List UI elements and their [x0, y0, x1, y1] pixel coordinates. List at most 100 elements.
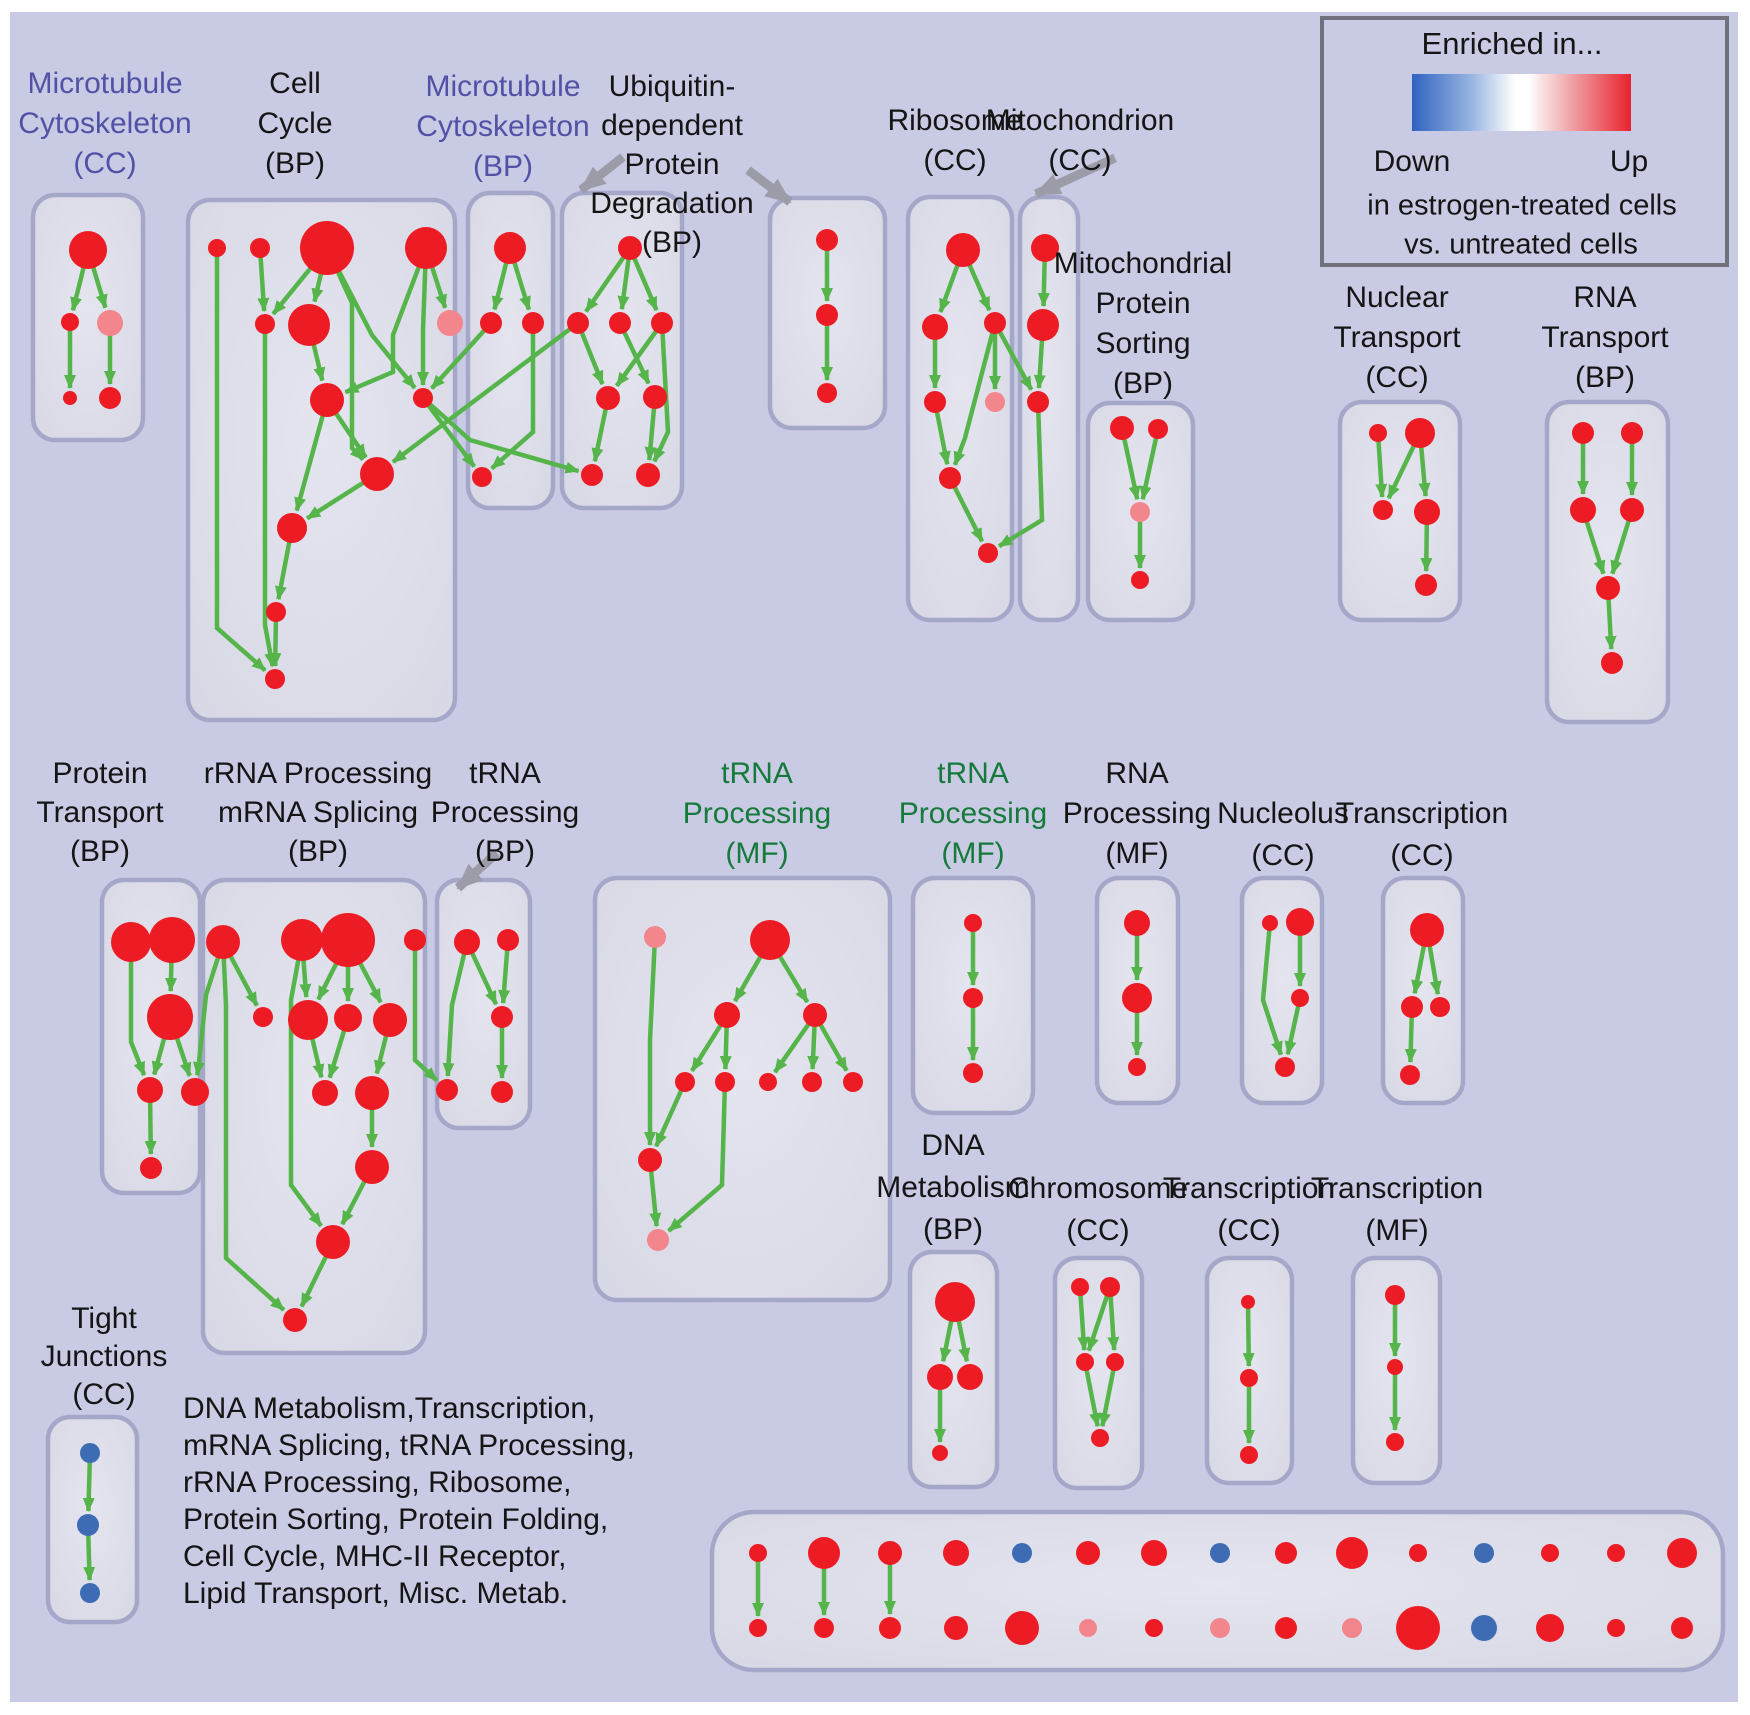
category-label-3-line-3: Degradation [590, 187, 753, 220]
go-term-node-bt0 [749, 1544, 767, 1562]
relation-arrow-s1-sp [1119, 427, 1141, 501]
go-term-node-o4 [1275, 1057, 1295, 1077]
relation-arrow-h2-h3 [1086, 1286, 1113, 1352]
category-box-trans_cc1 [1380, 875, 1466, 1106]
go-term-node-c3 [300, 221, 354, 275]
category-label-2-line-0: Microtubule [425, 70, 580, 103]
category-label-0-line-2: (CC) [73, 147, 136, 180]
annotation-text-line-3: Protein Sorting, Protein Folding, [183, 1503, 608, 1536]
go-term-node-bb11 [1471, 1615, 1497, 1641]
category-label-17-line-1: Metabolism [876, 1171, 1029, 1204]
go-term-node-m3 [522, 312, 544, 334]
go-term-node-f8 [802, 1072, 822, 1092]
go-term-node-d1 [935, 1282, 975, 1322]
category-label-8-line-0: RNA [1573, 281, 1636, 314]
relation-arrow-o3-o4 [1284, 997, 1303, 1056]
annotation-text-line-0: DNA Metabolism,Transcription, [183, 1392, 595, 1425]
category-label-17-line-0: DNA [921, 1129, 984, 1162]
go-term-node-t2 [1027, 309, 1059, 341]
category-box-rna_trans [1544, 399, 1671, 725]
relation-arrow-t3-r6 [997, 401, 1045, 549]
go-term-node-rr8 [373, 1003, 407, 1037]
go-term-node-o1 [1262, 915, 1278, 931]
category-label-20-line-0: Transcription [1311, 1172, 1483, 1205]
relation-arrow-c4-c14 [417, 247, 429, 386]
relation-arrow-h2-h4 [1107, 1286, 1120, 1352]
category-label-9-line-1: Transport [36, 796, 164, 829]
go-term-node-bb12 [1536, 1614, 1564, 1642]
go-term-node-bb6 [1145, 1619, 1163, 1637]
go-term-node-h5 [1091, 1429, 1109, 1447]
go-term-node-bt6 [1141, 1540, 1167, 1566]
go-term-node-f10 [638, 1148, 662, 1172]
go-term-node-bb2 [879, 1617, 901, 1639]
relation-arrow-h3-h5 [1082, 1361, 1102, 1428]
relation-arrow-u4-u5 [614, 321, 664, 388]
go-term-node-bb3 [944, 1616, 968, 1640]
go-term-node-s2 [1148, 419, 1168, 439]
category-label-13-line-2: (MF) [941, 837, 1004, 870]
go-term-node-u8 [636, 463, 660, 487]
go-term-node-h4 [1106, 1353, 1124, 1371]
go-term-node-bt10 [1409, 1544, 1427, 1562]
go-term-node-bb0 [749, 1619, 767, 1637]
go-term-node-f11 [647, 1229, 669, 1251]
go-term-node-c7 [288, 304, 330, 346]
go-term-node-bb10 [1396, 1606, 1440, 1650]
callout-arrow-1 [745, 166, 793, 206]
category-box-cell_cycle [185, 197, 458, 723]
category-label-0-line-1: Cytoskeleton [18, 107, 191, 140]
go-term-node-rr1 [206, 925, 240, 959]
go-term-node-v1 [1369, 424, 1387, 442]
category-label-12-line-1: Processing [683, 797, 831, 830]
legend-title: Enriched in... [1422, 26, 1603, 61]
go-term-node-c9 [310, 383, 344, 417]
go-term-node-h1 [1071, 1278, 1089, 1296]
callout-arrow-0 [578, 153, 626, 194]
legend-gradient-bar [1412, 74, 1631, 131]
category-label-12-line-0: tRNA [721, 757, 793, 790]
go-term-node-q6 [1601, 652, 1623, 674]
go-term-node-w3 [817, 383, 837, 403]
relation-arrow-p1-p4 [128, 942, 147, 1077]
go-term-node-u2 [567, 312, 589, 334]
go-term-node-r5 [939, 467, 961, 489]
go-term-node-y2 [1401, 996, 1423, 1018]
go-term-node-b1 [454, 929, 480, 955]
relation-arrow-r3-r5 [952, 322, 998, 466]
relation-arrow-c2-c6 [257, 247, 270, 313]
category-label-21-line-2: (CC) [72, 1378, 135, 1411]
go-term-node-bt2 [878, 1541, 902, 1565]
category-label-18-line-1: (CC) [1066, 1214, 1129, 1247]
go-term-node-bb13 [1607, 1619, 1625, 1637]
go-term-node-z2 [963, 988, 983, 1008]
go-term-node-k1 [1385, 1285, 1405, 1305]
go-term-node-bt3 [943, 1540, 969, 1566]
relation-arrow-c14-m4 [421, 396, 477, 468]
go-term-node-h3 [1076, 1353, 1094, 1371]
category-label-21-line-0: Tight [71, 1302, 137, 1335]
go-term-node-c4 [405, 227, 447, 269]
category-label-17-line-2: (BP) [923, 1213, 983, 1246]
relation-arrow-o1-o4 [1260, 922, 1284, 1056]
go-term-node-rr9 [312, 1080, 338, 1106]
go-term-node-o3 [1291, 989, 1309, 1007]
category-label-3-line-1: dependent [601, 109, 743, 142]
go-term-node-y1 [1410, 913, 1444, 947]
go-term-node-f1 [644, 926, 666, 948]
go-term-node-p4 [137, 1077, 163, 1103]
go-term-node-b4 [436, 1079, 458, 1101]
category-label-20-line-1: (MF) [1365, 1214, 1428, 1247]
category-label-8-line-2: (BP) [1575, 361, 1635, 394]
relation-arrow-c1-c13 [214, 248, 267, 673]
go-term-node-rr6 [288, 1000, 328, 1040]
annotation-text-line-4: Cell Cycle, MHC-II Receptor, [183, 1540, 566, 1573]
category-label-6-line-3: (BP) [1113, 367, 1173, 400]
go-term-node-sp [1130, 502, 1150, 522]
category-label-11-line-0: tRNA [469, 757, 541, 790]
category-label-4-line-0: Ribosome [887, 104, 1022, 137]
category-label-11-line-2: (BP) [475, 835, 535, 868]
go-term-node-r6 [978, 543, 998, 563]
category-box-dna_met [907, 1249, 1000, 1490]
